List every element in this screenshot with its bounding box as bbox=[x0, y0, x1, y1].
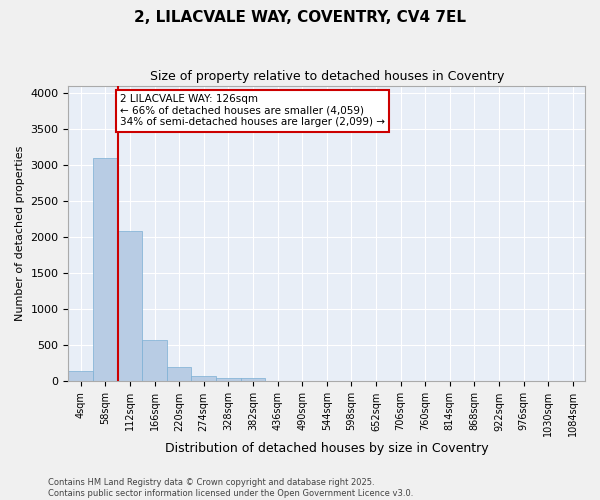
Bar bbox=[241, 378, 265, 382]
Title: Size of property relative to detached houses in Coventry: Size of property relative to detached ho… bbox=[149, 70, 504, 83]
Bar bbox=[167, 367, 191, 382]
Bar bbox=[216, 378, 241, 382]
Text: 2 LILACVALE WAY: 126sqm
← 66% of detached houses are smaller (4,059)
34% of semi: 2 LILACVALE WAY: 126sqm ← 66% of detache… bbox=[120, 94, 385, 128]
Bar bbox=[191, 376, 216, 382]
Text: Contains HM Land Registry data © Crown copyright and database right 2025.
Contai: Contains HM Land Registry data © Crown c… bbox=[48, 478, 413, 498]
Bar bbox=[93, 158, 118, 382]
Y-axis label: Number of detached properties: Number of detached properties bbox=[15, 146, 25, 321]
Bar bbox=[68, 372, 93, 382]
Text: 2, LILACVALE WAY, COVENTRY, CV4 7EL: 2, LILACVALE WAY, COVENTRY, CV4 7EL bbox=[134, 10, 466, 25]
X-axis label: Distribution of detached houses by size in Coventry: Distribution of detached houses by size … bbox=[165, 442, 488, 455]
Bar bbox=[118, 230, 142, 382]
Bar bbox=[142, 340, 167, 382]
